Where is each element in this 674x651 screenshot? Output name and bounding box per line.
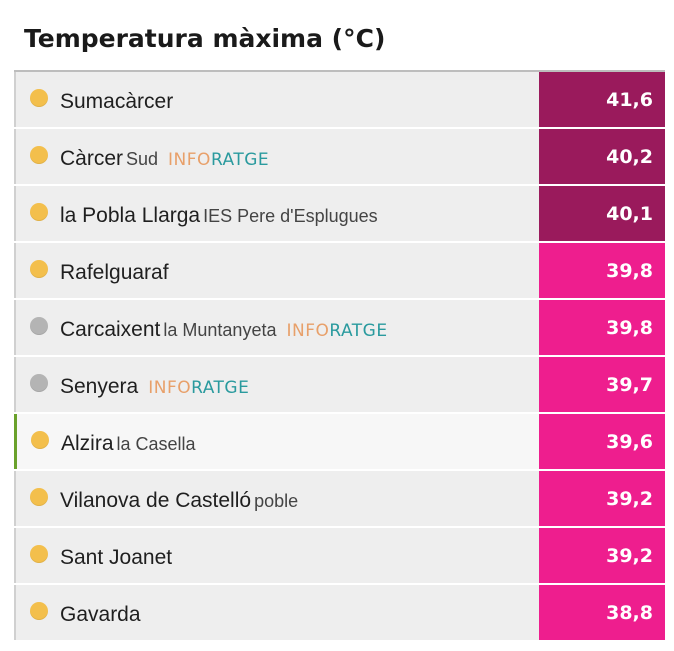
station-name[interactable]: Rafelguaraf (60, 261, 169, 284)
station-sublabel: IES Pere d'Esplugues (203, 206, 378, 226)
station-row[interactable]: Alzira la Casella 39,6 (14, 414, 665, 469)
temperature-value: 39,8 (539, 243, 665, 298)
inforatge-badge-part2: RATGE (210, 150, 270, 170)
temperature-value: 40,2 (539, 129, 665, 184)
station-name[interactable]: Senyera (60, 375, 139, 398)
station-name-cell: Alzira la Casella (61, 414, 196, 469)
station-name[interactable]: Sumacàrcer (60, 90, 174, 113)
inforatge-badge-part1: INFO (168, 150, 211, 170)
station-name-cell: Càrcer Sud INFORATGE (60, 129, 269, 184)
temperature-value: 40,1 (539, 186, 665, 241)
station-name-cell: Senyera INFORATGE (60, 357, 249, 412)
station-name[interactable]: Vilanova de Castelló (60, 489, 252, 512)
station-row[interactable]: Sumacàrcer 41,6 (14, 72, 665, 127)
station-name[interactable]: Alzira (61, 432, 114, 455)
inforatge-badge: INFORATGE (148, 378, 249, 398)
station-name-cell: Sant Joanet (60, 528, 172, 583)
temperature-value: 38,8 (539, 585, 665, 640)
inforatge-badge-part2: RATGE (329, 321, 388, 341)
inforatge-badge-part2: RATGE (191, 378, 250, 398)
station-row[interactable]: Càrcer Sud INFORATGE 40,2 (14, 129, 665, 184)
station-name[interactable]: la Pobla Llarga (60, 204, 201, 227)
status-dot-icon (30, 203, 48, 221)
station-sublabel: Sud (126, 149, 159, 169)
station-name-cell: la Pobla Llarga IES Pere d'Esplugues (60, 186, 378, 241)
station-name-cell: Rafelguaraf (60, 243, 169, 298)
temperature-value: 39,7 (539, 357, 665, 412)
status-dot-icon (31, 431, 49, 449)
station-row[interactable]: Sant Joanet 39,2 (14, 528, 665, 583)
status-dot-icon (30, 374, 48, 392)
temperature-value: 41,6 (539, 72, 665, 127)
station-name[interactable]: Sant Joanet (60, 546, 173, 569)
station-sublabel: la Muntanyeta (163, 320, 277, 340)
station-name-cell: Carcaixent la Muntanyeta INFORATGE (60, 300, 388, 355)
temperature-value: 39,2 (539, 528, 665, 583)
inforatge-badge-part1: INFO (148, 378, 192, 398)
station-name[interactable]: Gavarda (60, 603, 141, 626)
inforatge-badge-part1: INFO (286, 321, 330, 341)
station-row[interactable]: Carcaixent la Muntanyeta INFORATGE 39,8 (14, 300, 665, 355)
station-sublabel: la Casella (116, 434, 196, 454)
status-dot-icon (30, 260, 48, 278)
status-dot-icon (30, 545, 48, 563)
station-row[interactable]: Rafelguaraf 39,8 (14, 243, 665, 298)
temperature-value: 39,6 (539, 414, 665, 469)
station-name-cell: Sumacàrcer (60, 72, 173, 127)
inforatge-badge: INFORATGE (168, 150, 269, 170)
station-name-cell: Gavarda (60, 585, 141, 640)
station-name[interactable]: Carcaixent (60, 318, 161, 341)
page-title: Temperatura màxima (°C) (24, 24, 386, 53)
station-row[interactable]: la Pobla Llarga IES Pere d'Esplugues 40,1 (14, 186, 665, 241)
status-dot-icon (30, 89, 48, 107)
station-name[interactable]: Càrcer (60, 147, 124, 170)
inforatge-badge: INFORATGE (286, 321, 387, 341)
status-dot-icon (30, 317, 48, 335)
station-row[interactable]: Senyera INFORATGE 39,7 (14, 357, 665, 412)
station-sublabel: poble (254, 491, 299, 511)
station-row[interactable]: Vilanova de Castelló poble 39,2 (14, 471, 665, 526)
temperature-table: Sumacàrcer 41,6 Càrcer Sud INFORATGE 40,2 la P… (14, 70, 665, 642)
temperature-value: 39,2 (539, 471, 665, 526)
status-dot-icon (30, 602, 48, 620)
status-dot-icon (30, 488, 48, 506)
temperature-value: 39,8 (539, 300, 665, 355)
station-row[interactable]: Gavarda 38,8 (14, 585, 665, 640)
station-name-cell: Vilanova de Castelló poble (60, 471, 298, 526)
status-dot-icon (30, 146, 48, 164)
